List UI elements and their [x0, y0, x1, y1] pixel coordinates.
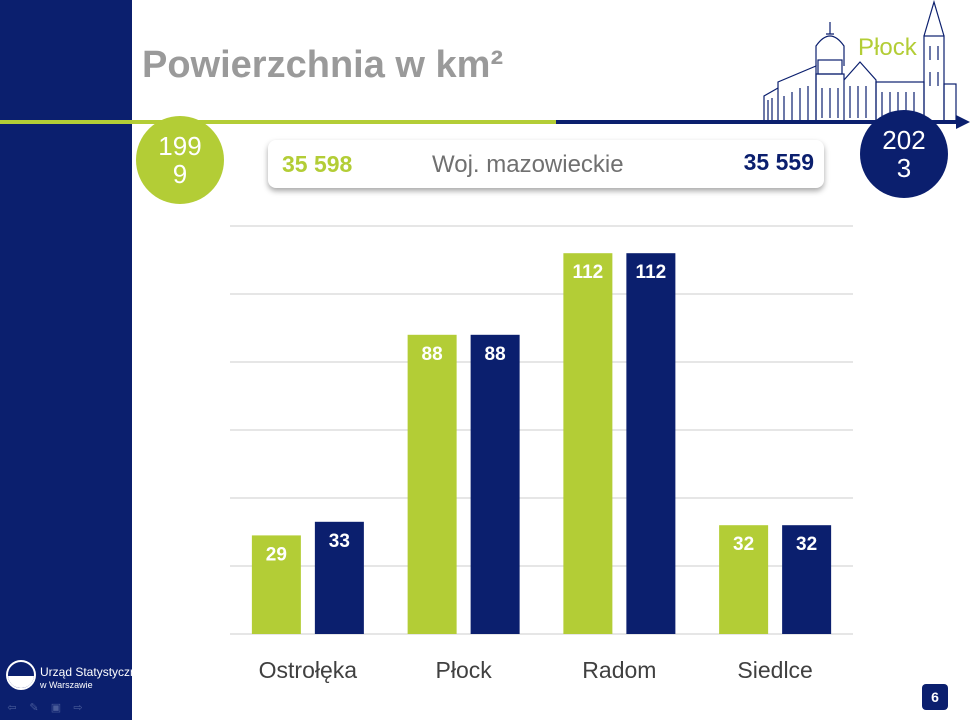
page-title: Powierzchnia w km² [142, 44, 504, 86]
start-year-label: 1999 [158, 131, 202, 189]
bar-value-label: 29 [266, 544, 287, 565]
menu-icon[interactable]: ▣ [50, 702, 62, 714]
bar [314, 521, 364, 634]
end-year-badge: 2023 [860, 110, 948, 198]
timeline-late-segment [556, 120, 960, 124]
office-logo: Urząd Statystyczny w Warszawie [6, 660, 143, 694]
voivodeship-value-1999: 35 598 [282, 151, 353, 177]
end-year-label: 2023 [882, 125, 926, 183]
arrow-left-icon[interactable]: ⇦ [7, 702, 17, 714]
bar [407, 334, 457, 634]
voivodeship-total-box: 35 598 Woj. mazowieckie 35 559 [268, 140, 824, 188]
bar-value-label: 88 [485, 344, 506, 365]
bar-value-label: 88 [422, 344, 443, 365]
bar-value-label: 32 [733, 534, 754, 555]
timeline-arrow-icon [956, 115, 970, 129]
page-number: 6 [922, 684, 948, 710]
voivodeship-value-2023: 35 559 [743, 149, 814, 175]
pencil-icon[interactable]: ✎ [29, 702, 39, 714]
bar [719, 525, 769, 634]
logo-text-line2: w Warszawie [40, 680, 93, 690]
bar-value-label: 33 [329, 531, 350, 552]
start-year-badge: 1999 [136, 116, 224, 204]
bar-value-label: 32 [796, 534, 817, 555]
logo-emblem-icon [6, 660, 36, 690]
bar-value-label: 112 [573, 262, 604, 283]
city-name: Płock [858, 34, 917, 61]
bar [626, 253, 676, 634]
voivodeship-label: Woj. mazowieckie [432, 151, 624, 178]
category-label: Ostrołęka [259, 657, 358, 683]
timeline-early-segment [0, 120, 556, 124]
arrow-right-icon[interactable]: ⇨ [73, 702, 83, 714]
bar [782, 525, 832, 634]
bar-value-label: 112 [636, 262, 667, 283]
cathedral-illustration [763, 0, 957, 123]
slide-nav-controls: ⇦ ✎ ▣ ⇨ [6, 702, 84, 714]
bar [251, 535, 301, 634]
category-label: Siedlce [737, 657, 812, 683]
category-label: Płock [436, 657, 493, 683]
category-label: Radom [582, 657, 656, 683]
logo-text-line1: Urząd Statystyczny [40, 665, 143, 679]
bar [563, 253, 613, 634]
bar [470, 334, 520, 634]
